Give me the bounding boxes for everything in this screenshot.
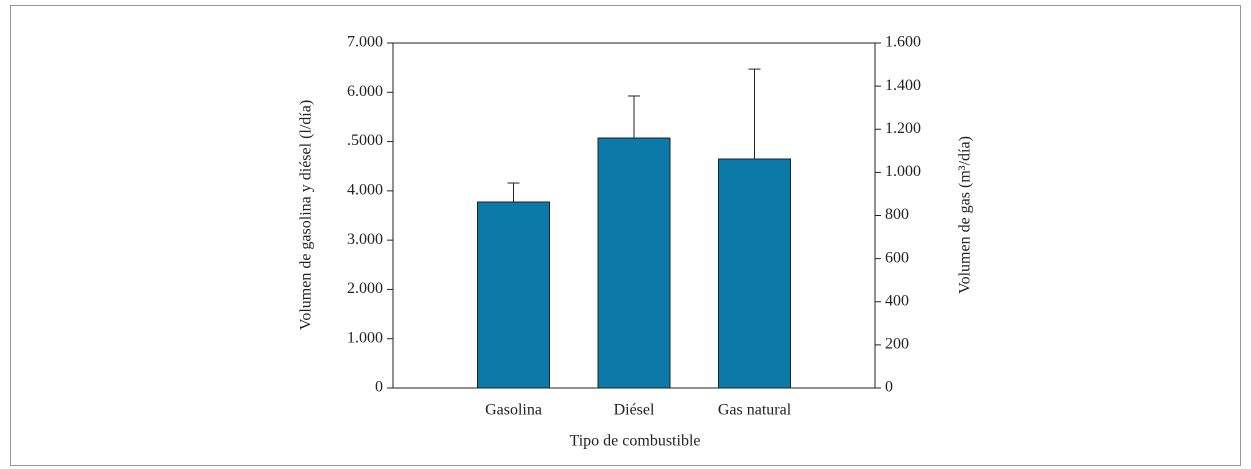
y2-tick-label: 600: [885, 249, 909, 266]
y-tick-label: 6.000: [347, 83, 383, 100]
y-tick-label: 2.000: [347, 280, 383, 297]
y2-tick-label: 200: [885, 336, 909, 353]
frame: [10, 5, 1241, 466]
y2-tick-label: 1.200: [885, 120, 921, 137]
y2-tick-label: 0: [885, 379, 893, 396]
y2-axis-label: Volumen de gas (m³/día): [957, 136, 974, 294]
bar: [597, 137, 671, 389]
y-tick-label: 7.000: [347, 34, 383, 51]
bar: [718, 158, 791, 389]
x-tick-label: Gasolina: [485, 402, 542, 419]
y-tick-label: 3.000: [347, 231, 383, 248]
y2-tick-label: 800: [885, 206, 909, 223]
x-tick-label: Diésel: [614, 402, 655, 419]
bar: [477, 201, 550, 389]
y-tick-label: .5000: [347, 132, 383, 149]
y2-tick-label: 1.000: [885, 163, 921, 180]
y-tick-label: 4.000: [347, 182, 383, 199]
y-tick-label: 1.000: [347, 329, 383, 346]
x-tick-label: Gas natural: [718, 402, 792, 419]
y-axis-label: Volumen de gasolina y diésel (l/día): [298, 100, 315, 330]
y2-tick-label: 1.600: [885, 34, 921, 51]
y-tick-label: 0: [375, 379, 383, 396]
y2-tick-label: 400: [885, 292, 909, 309]
y2-tick-label: 1.400: [885, 77, 921, 94]
x-axis-label: Tipo de combustible: [570, 433, 701, 450]
